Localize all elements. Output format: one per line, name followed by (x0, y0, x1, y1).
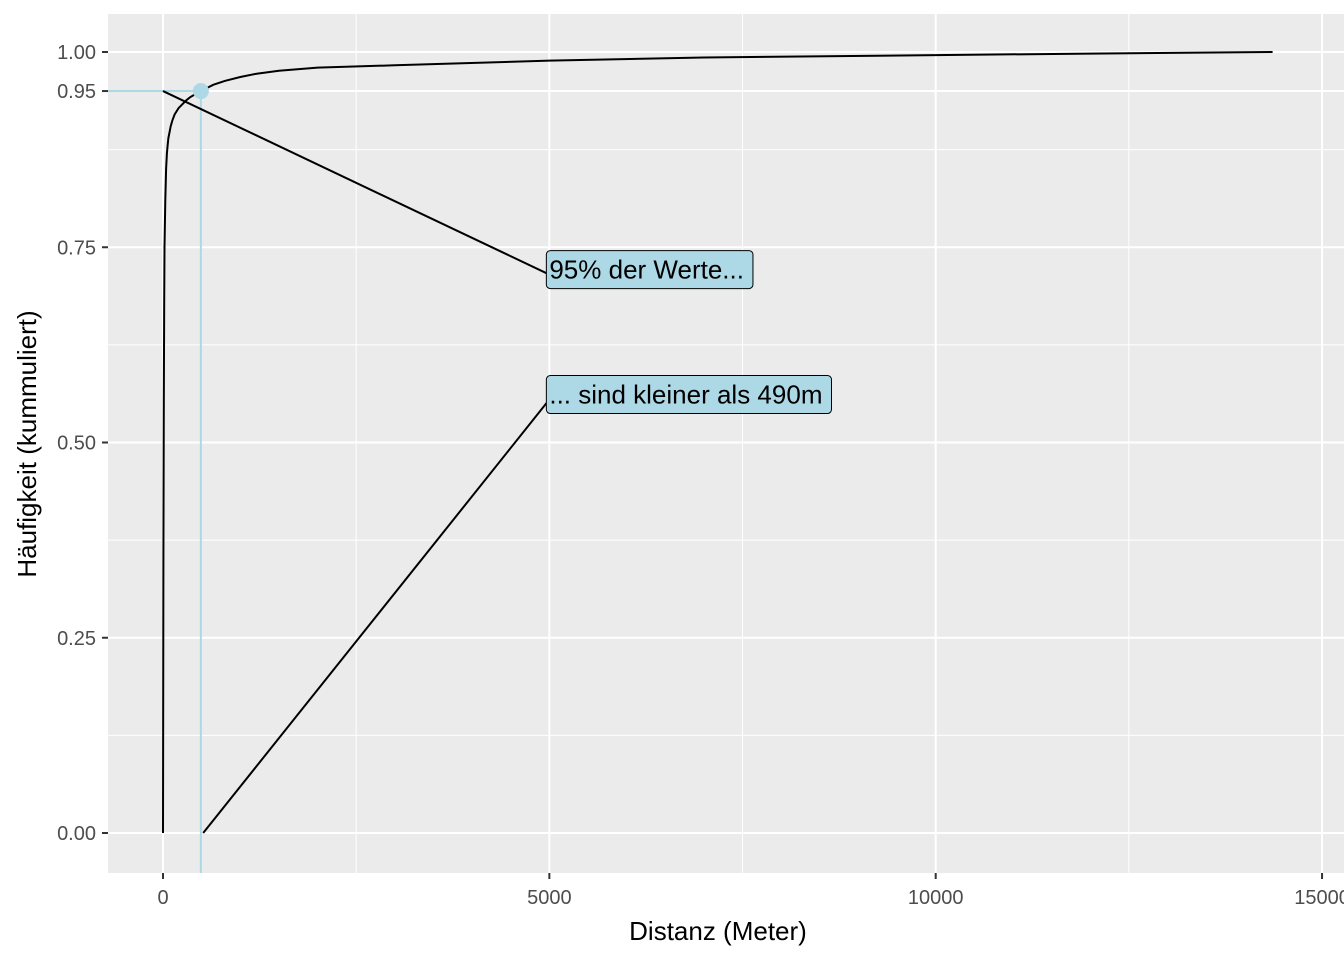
cdf-line (162, 51, 1273, 834)
y-tick-label: 0.75 (57, 237, 96, 259)
annotation-leader-line (202, 398, 551, 834)
highlight-point (192, 83, 209, 100)
annotation-text: 95% der Werte... (549, 255, 744, 285)
y-tick-label: 0.95 (57, 81, 96, 103)
annotation-leader-line (162, 90, 550, 276)
series-layer (108, 51, 1273, 873)
annotation-label: ... sind kleiner als 490m (545, 375, 832, 415)
annotation-box (545, 250, 754, 290)
x-tick-label: 0 (157, 887, 168, 909)
y-tick-label: 1.00 (57, 42, 96, 64)
y-tick-label: 0.00 (57, 823, 96, 845)
annotation-layer: 95% der Werte... ... sind kleiner als 490… (162, 90, 832, 834)
annotation-text: ... sind kleiner als 490m (549, 380, 822, 410)
y-axis-title: Häufigkeit (kummuliert) (12, 310, 42, 577)
x-tick-label: 10000 (908, 887, 964, 909)
major-grid (108, 14, 1344, 873)
annotation-label: 95% der Werte... (545, 250, 754, 290)
y-tick-label: 0.50 (57, 433, 96, 455)
x-tick-label: 5000 (527, 887, 572, 909)
x-axis-title: Distanz (Meter) (629, 916, 807, 946)
y-tick-label: 0.25 (57, 628, 96, 650)
annotation-box (545, 375, 832, 415)
